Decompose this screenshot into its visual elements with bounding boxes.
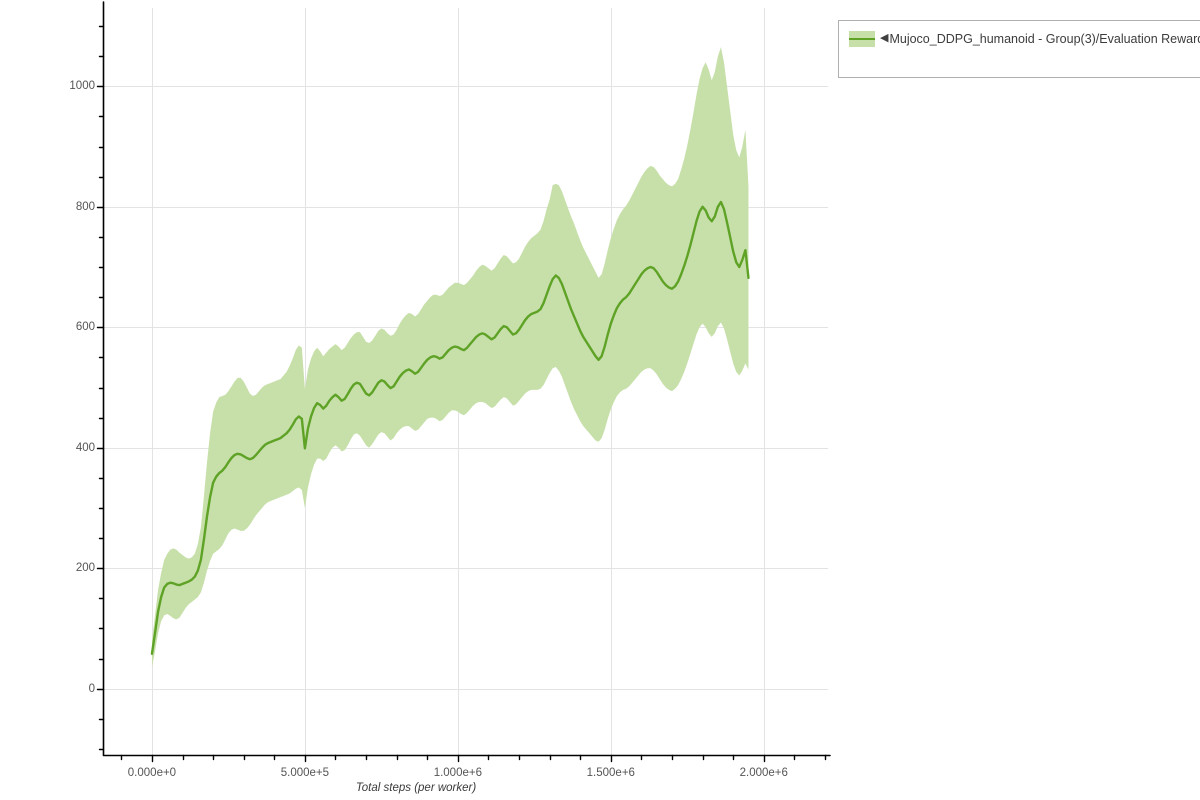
y-tick-label: 200: [75, 562, 95, 575]
legend-color-swatch: [849, 31, 875, 47]
legend-marker-icon: ◀: [880, 32, 889, 44]
x-axis-title: Total steps (per worker): [355, 782, 477, 794]
x-tick-label: 2.000e+6: [739, 767, 788, 779]
x-tick-label: 1.500e+6: [586, 767, 635, 779]
y-tick-label: 600: [75, 321, 95, 334]
y-tick-label: 0: [88, 682, 95, 695]
legend-item[interactable]: ◀ Mujoco_DDPG_humanoid - Group(3)/Evalua…: [849, 30, 1200, 48]
y-tick-label: 1000: [69, 80, 95, 93]
legend[interactable]: ◀ Mujoco_DDPG_humanoid - Group(3)/Evalua…: [838, 20, 1200, 78]
legend-item-label: Mujoco_DDPG_humanoid - Group(3)/Evaluati…: [889, 32, 1200, 46]
y-tick-label: 400: [75, 441, 95, 454]
legend-line-swatch: [849, 38, 875, 41]
x-tick-label: 0.000e+0: [127, 767, 177, 779]
x-tick-label: 1.000e+6: [433, 767, 482, 779]
y-tick-label: 800: [75, 200, 95, 213]
x-tick-label: 5.000e+5: [280, 767, 330, 779]
